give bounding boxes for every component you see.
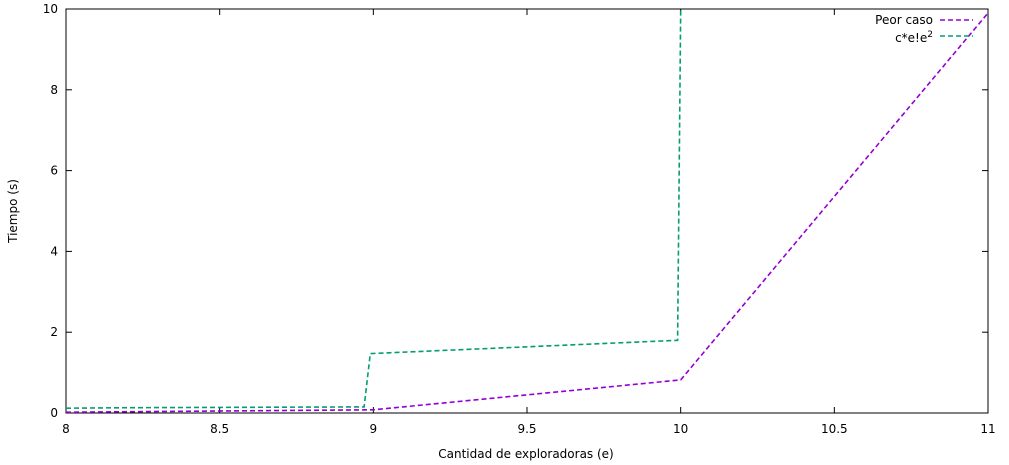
legend-label-c-e-e2-main: c*e!e [895, 31, 927, 45]
y-tick-label: 2 [50, 325, 58, 339]
axis-ticks [65, 8, 989, 414]
y-tick-label: 8 [50, 83, 58, 97]
x-tick-label: 9 [370, 422, 378, 436]
x-tick-label: 10 [673, 422, 688, 436]
plot-area [65, 8, 989, 414]
y-tick-label: 4 [50, 244, 58, 258]
x-tick-label: 9.5 [517, 422, 536, 436]
y-tick-label: 10 [43, 2, 58, 16]
y-tick-labels: 0 2 4 6 8 10 [43, 2, 58, 420]
x-tick-label: 10.5 [821, 422, 848, 436]
legend-label-c-e-e2-sup: 2 [927, 30, 933, 40]
x-tick-label: 8 [62, 422, 70, 436]
series-line-peor-caso [65, 12, 989, 413]
y-tick-label: 0 [50, 406, 58, 420]
x-tick-labels: 8 8.5 9 9.5 10 10.5 11 [62, 422, 995, 436]
legend: Peor caso c*e!e2 [875, 13, 973, 45]
y-axis-title: Tiempo (s) [6, 179, 20, 244]
legend-label-c-e-e2: c*e!e2 [895, 30, 933, 45]
series-line-c-e-e2 [65, 8, 682, 409]
x-tick-label: 11 [980, 422, 995, 436]
series-lines [65, 8, 989, 413]
x-axis-title: Cantidad de exploradoras (e) [438, 447, 614, 461]
x-tick-label: 8.5 [210, 422, 229, 436]
y-tick-label: 6 [50, 164, 58, 178]
legend-label-peor-caso: Peor caso [875, 13, 933, 27]
